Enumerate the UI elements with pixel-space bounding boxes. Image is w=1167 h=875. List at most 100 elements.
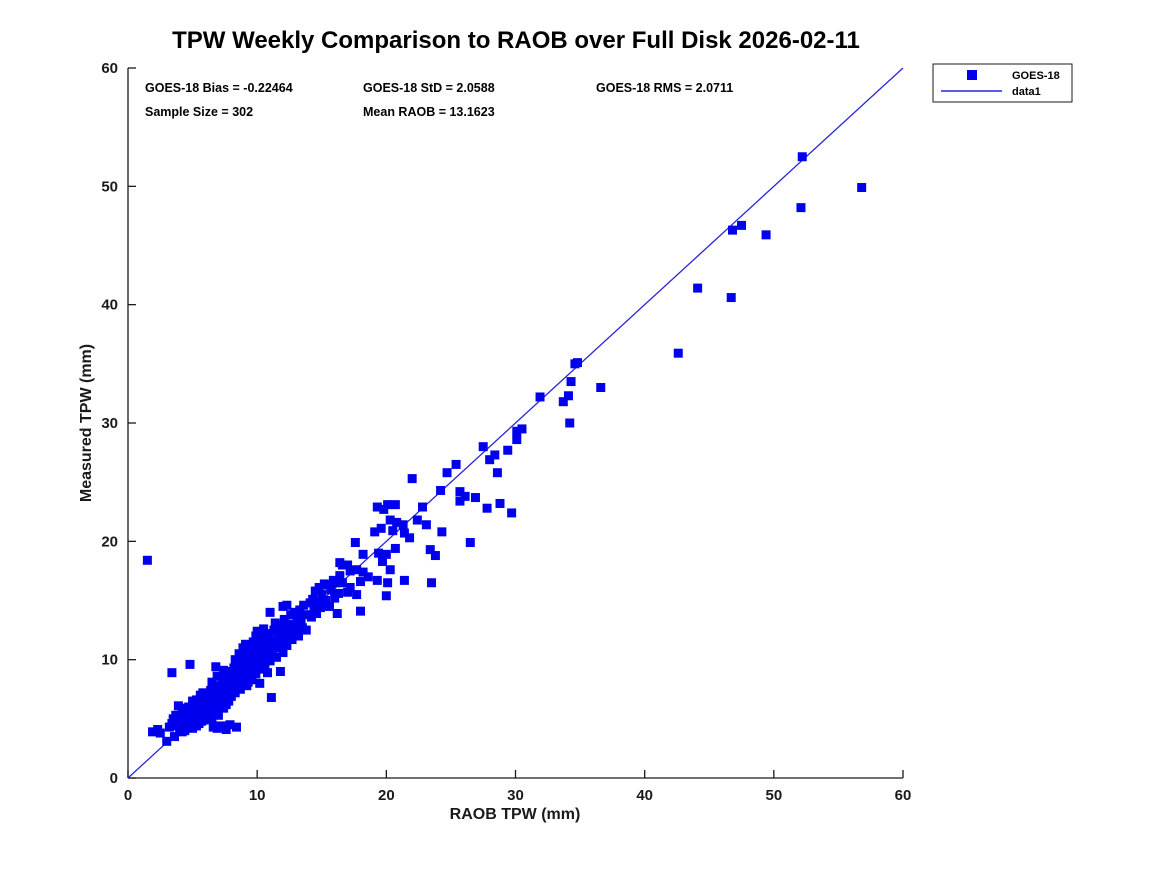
data-point bbox=[251, 631, 261, 641]
data-point bbox=[377, 556, 387, 566]
data-point bbox=[857, 183, 867, 193]
data-point bbox=[190, 709, 200, 719]
data-point bbox=[332, 609, 342, 619]
legend-marker-square-icon bbox=[967, 70, 977, 80]
data-point bbox=[148, 727, 158, 737]
data-point bbox=[418, 502, 427, 512]
data-point bbox=[234, 649, 244, 659]
data-point bbox=[265, 607, 275, 617]
data-point bbox=[235, 684, 245, 694]
data-point bbox=[260, 638, 270, 648]
data-point bbox=[693, 283, 703, 293]
data-point bbox=[388, 526, 398, 536]
data-point bbox=[212, 671, 222, 681]
data-point bbox=[259, 653, 269, 663]
data-point bbox=[252, 626, 262, 636]
data-point bbox=[430, 551, 440, 561]
data-point bbox=[256, 631, 266, 641]
data-point bbox=[356, 606, 365, 616]
y-tick-label: 30 bbox=[101, 415, 118, 432]
data-point bbox=[279, 632, 289, 642]
data-point bbox=[517, 424, 527, 434]
data-point bbox=[241, 639, 251, 649]
data-point bbox=[171, 710, 181, 720]
legend-box bbox=[932, 63, 1073, 103]
y-tick-label: 10 bbox=[101, 652, 118, 669]
data-point bbox=[405, 533, 415, 543]
data-point bbox=[279, 614, 289, 624]
data-point bbox=[253, 637, 263, 647]
stat-sample-size: Sample Size = 302 bbox=[145, 105, 253, 119]
data-point bbox=[335, 571, 345, 581]
data-point bbox=[565, 418, 575, 428]
data-point bbox=[399, 528, 409, 538]
data-point bbox=[482, 503, 492, 513]
data-point bbox=[294, 631, 303, 641]
x-tick-label: 50 bbox=[765, 787, 782, 804]
data-point bbox=[356, 577, 365, 587]
data-point bbox=[301, 625, 311, 635]
data-point bbox=[211, 662, 221, 672]
data-point bbox=[278, 648, 288, 658]
data-point bbox=[216, 721, 226, 731]
data-point bbox=[243, 677, 253, 687]
data-point bbox=[372, 575, 382, 585]
data-point bbox=[313, 597, 323, 607]
data-point bbox=[221, 724, 231, 734]
data-point bbox=[381, 549, 391, 559]
data-point bbox=[207, 714, 217, 724]
data-point bbox=[263, 668, 272, 678]
data-point bbox=[370, 527, 380, 537]
data-point bbox=[291, 626, 301, 636]
data-point bbox=[490, 450, 500, 460]
data-point bbox=[274, 643, 284, 653]
data-point bbox=[179, 703, 189, 713]
data-point bbox=[381, 591, 391, 601]
data-point bbox=[284, 629, 294, 639]
data-point bbox=[383, 500, 393, 510]
data-point bbox=[761, 230, 771, 240]
data-point bbox=[255, 658, 265, 668]
data-point bbox=[162, 736, 172, 746]
data-point bbox=[512, 435, 522, 445]
data-point bbox=[299, 600, 309, 610]
chart-title: TPW Weekly Comparison to RAOB over Full … bbox=[172, 27, 860, 54]
data-point bbox=[308, 594, 318, 604]
x-tick-label: 10 bbox=[249, 787, 266, 804]
y-tick-label: 40 bbox=[101, 297, 118, 314]
data-point bbox=[442, 468, 452, 478]
data-point bbox=[317, 590, 327, 600]
data-point bbox=[288, 620, 298, 630]
data-point bbox=[269, 625, 279, 635]
data-point bbox=[470, 493, 480, 503]
data-point bbox=[277, 637, 287, 647]
data-point bbox=[390, 543, 400, 553]
data-point bbox=[796, 203, 806, 213]
data-point bbox=[259, 624, 269, 634]
data-point bbox=[334, 588, 344, 598]
stat-rms: GOES-18 RMS = 2.0711 bbox=[596, 81, 733, 95]
y-axis-ticks: 0 10 20 30 40 50 60 bbox=[101, 60, 136, 787]
data-point bbox=[596, 383, 606, 392]
stat-bias: GOES-18 Bias = -0.22464 bbox=[145, 81, 293, 95]
data-point bbox=[737, 220, 747, 230]
data-point bbox=[398, 520, 408, 530]
data-point bbox=[321, 596, 331, 605]
data-point bbox=[263, 629, 272, 639]
data-point bbox=[290, 607, 300, 617]
data-point bbox=[421, 520, 431, 530]
data-point bbox=[425, 545, 435, 555]
data-point bbox=[198, 688, 208, 698]
stat-mean-raob: Mean RAOB = 13.1623 bbox=[363, 105, 495, 119]
data-point bbox=[167, 668, 177, 678]
data-point bbox=[167, 719, 177, 729]
data-point bbox=[460, 491, 470, 501]
data-point bbox=[436, 485, 446, 495]
data-point bbox=[495, 498, 505, 508]
x-tick-label: 20 bbox=[378, 787, 395, 804]
data-point bbox=[295, 605, 305, 615]
data-point bbox=[253, 652, 263, 662]
legend: GOES-18 data1 bbox=[932, 63, 1073, 103]
data-point bbox=[379, 504, 389, 514]
